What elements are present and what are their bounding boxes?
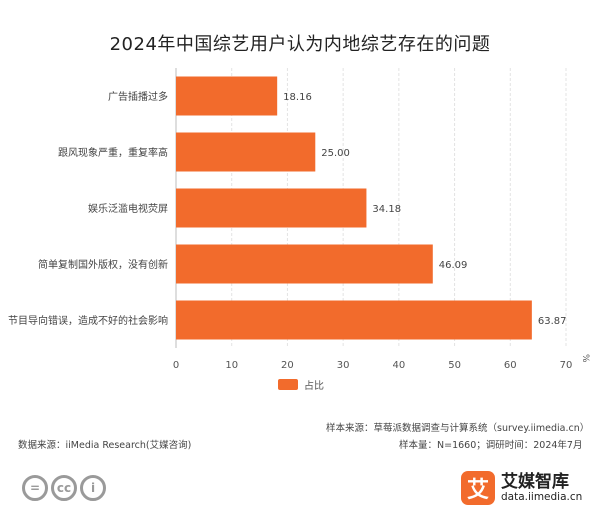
value-label: 25.00: [321, 148, 350, 159]
equals-icon: =: [22, 475, 48, 501]
x-tick-label: 20: [281, 360, 294, 371]
data-source: 数据来源：iiMedia Research(艾媒咨询): [18, 440, 192, 451]
x-unit-label: %: [580, 354, 590, 363]
category-label: 跟风现象严重，重复率高: [58, 146, 168, 159]
value-label: 18.16: [283, 92, 312, 103]
legend-swatch: [278, 379, 298, 390]
x-tick-label: 30: [337, 360, 350, 371]
x-tick-labels: 0 10 20 30 40 50 60 70: [173, 360, 573, 371]
value-label: 34.18: [372, 204, 401, 215]
bar: [176, 76, 278, 116]
x-tick-label: 60: [504, 360, 517, 371]
x-tick-label: 70: [560, 360, 573, 371]
bar: [176, 132, 316, 172]
value-label: 46.09: [439, 260, 468, 271]
x-tick-label: 0: [173, 360, 179, 371]
person-icon: i: [80, 475, 106, 501]
x-tick-label: 10: [225, 360, 238, 371]
cc-icon: cc: [51, 475, 77, 501]
chart-title: 2024年中国综艺用户认为内地综艺存在的问题: [109, 34, 491, 55]
bars: [176, 76, 532, 340]
bar: [176, 300, 532, 340]
sample-info: 样本量：N=1660；调研时间：2024年7月: [399, 440, 583, 451]
brand-logo: 艾: [461, 471, 495, 505]
category-label: 广告插播过多: [108, 90, 168, 103]
brand-url: data.iimedia.cn: [501, 491, 583, 503]
category-label: 娱乐泛滥电视荧屏: [88, 202, 168, 215]
brand-name: 艾媒智库: [501, 472, 569, 492]
bar: [176, 244, 433, 284]
category-label: 简单复制国外版权，没有创新: [38, 258, 168, 271]
bar: [176, 188, 367, 228]
x-tick-label: 50: [448, 360, 461, 371]
legend-label: 占比: [304, 381, 324, 392]
x-tick-label: 40: [392, 360, 405, 371]
legend: 占比: [278, 377, 324, 392]
brand: 艾 艾媒智库 data.iimedia.cn: [461, 471, 582, 505]
sample-source: 样本来源：草莓派数据调查与计算系统（survey.iimedia.cn）: [326, 423, 590, 434]
category-label: 节目导向错误，造成不好的社会影响: [8, 314, 168, 327]
category-labels: 广告插播过多跟风现象严重，重复率高娱乐泛滥电视荧屏简单复制国外版权，没有创新节目…: [8, 90, 168, 327]
value-label: 63.87: [538, 316, 567, 327]
value-labels: 18.16 25.00 34.18 46.09 63.87: [283, 92, 566, 327]
license-icons: = cc i: [22, 475, 109, 501]
